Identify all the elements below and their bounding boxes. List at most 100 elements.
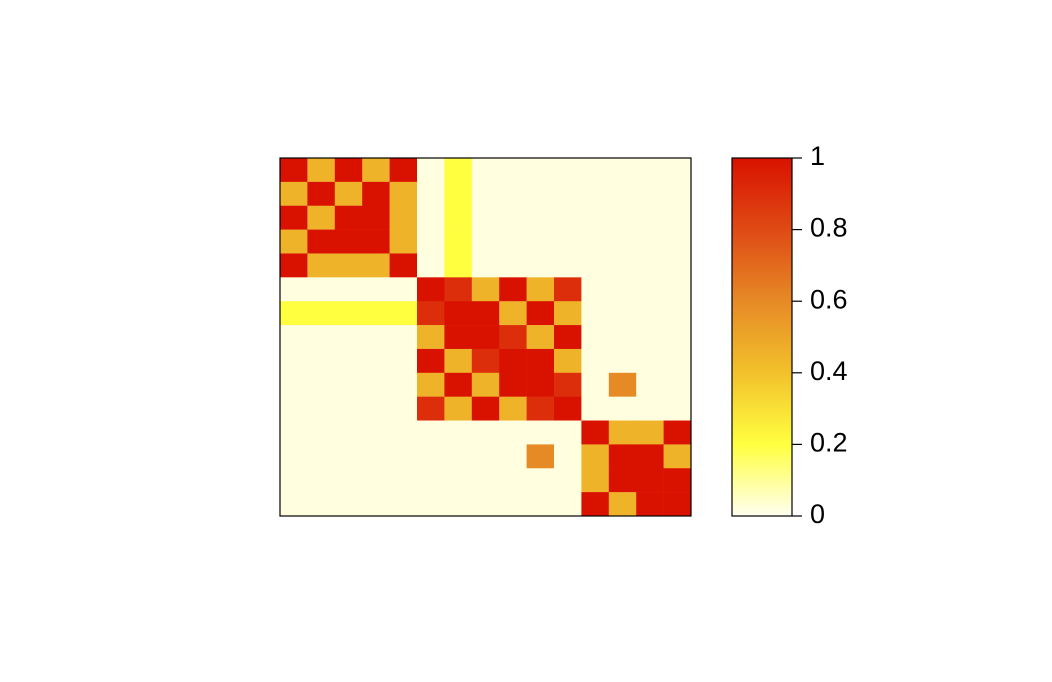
heatmap-cell (389, 158, 418, 183)
heatmap-cell (444, 229, 473, 254)
heatmap-cell (280, 325, 308, 350)
heatmap-cell (307, 396, 336, 421)
heatmap-cell (362, 158, 390, 183)
heatmap-cell (663, 253, 692, 278)
heatmap-cell (362, 181, 390, 207)
heatmap-cell (334, 229, 363, 254)
heatmap-cell (471, 253, 500, 278)
heatmap-cell (362, 277, 390, 302)
heatmap-cell (334, 253, 363, 278)
heatmap-cell (581, 396, 610, 421)
heatmap-cell (608, 301, 637, 326)
heatmap-cell (280, 205, 308, 230)
heatmap-cell (471, 325, 500, 350)
heatmap-cell (663, 396, 692, 421)
heatmap-cell (280, 396, 308, 421)
heatmap-cell (554, 229, 582, 254)
heatmap-cell (581, 229, 610, 254)
heatmap-cell (471, 444, 500, 469)
heatmap-cell (334, 348, 363, 374)
heatmap-cell (499, 372, 527, 397)
heatmap-cell (554, 277, 582, 302)
heatmap-cell (444, 253, 473, 278)
heatmap-cell (581, 348, 610, 374)
heatmap-cell (526, 468, 555, 493)
heatmap-cell (389, 301, 418, 326)
heatmap-cell (389, 229, 418, 254)
heatmap-cell (608, 158, 637, 183)
heatmap-cell (334, 181, 363, 207)
heatmap-cell (608, 181, 637, 207)
heatmap-cell (636, 492, 664, 517)
heatmap-cell (554, 468, 582, 493)
heatmap-cell (581, 205, 610, 230)
heatmap-cell (608, 229, 637, 254)
colorbar-tick-label: 0.2 (810, 428, 848, 458)
heatmap-cell (307, 158, 336, 183)
heatmap-cell (581, 277, 610, 302)
heatmap-cell (417, 158, 445, 183)
heatmap-cell (280, 229, 308, 254)
heatmap-cell (471, 492, 500, 517)
heatmap-cell (663, 492, 692, 517)
heatmap-cell (499, 325, 527, 350)
heatmap-cell (608, 372, 637, 397)
heatmap-cell (526, 492, 555, 517)
heatmap-cell (444, 205, 473, 230)
heatmap-cell (334, 468, 363, 493)
heatmap-cell (444, 492, 473, 517)
heatmap-cell (444, 181, 473, 207)
heatmap-cell (417, 420, 445, 445)
heatmap-cell (444, 468, 473, 493)
heatmap-cell (444, 396, 473, 421)
heatmap-cell (362, 205, 390, 230)
heatmap-cell (636, 372, 664, 397)
heatmap-cell (499, 301, 527, 326)
heatmap-cell (334, 325, 363, 350)
heatmap-cell (608, 325, 637, 350)
heatmap-cell (608, 396, 637, 421)
heatmap-cell (307, 253, 336, 278)
heatmap-cell (307, 348, 336, 374)
heatmap-cell (581, 420, 610, 445)
heatmap-cell (362, 325, 390, 350)
heatmap-cell (663, 325, 692, 350)
heatmap-cell (499, 468, 527, 493)
heatmap-cell (471, 205, 500, 230)
heatmap-cell (334, 444, 363, 469)
heatmap-cell (334, 301, 363, 326)
heatmap-cell (444, 420, 473, 445)
heatmap-cell (280, 468, 308, 493)
heatmap-cell (417, 253, 445, 278)
heatmap-cell (389, 205, 418, 230)
heatmap-cell (362, 229, 390, 254)
heatmap-cell (526, 229, 555, 254)
heatmap-cell (636, 229, 664, 254)
heatmap-cell (280, 253, 308, 278)
heatmap-cell (471, 277, 500, 302)
heatmap-cell (362, 468, 390, 493)
heatmap-cell (581, 468, 610, 493)
heatmap-cell (389, 492, 418, 517)
heatmap-cell (608, 348, 637, 374)
heatmap-cell (663, 372, 692, 397)
heatmap-cell (307, 277, 336, 302)
heatmap-cell (499, 420, 527, 445)
heatmap-cell (362, 420, 390, 445)
heatmap-cell (334, 372, 363, 397)
heatmap-cell (554, 420, 582, 445)
heatmap-cell (663, 181, 692, 207)
heatmap-cell (554, 205, 582, 230)
heatmap-cell (471, 468, 500, 493)
heatmap-cell (526, 301, 555, 326)
heatmap-cell (471, 158, 500, 183)
heatmap-cell (499, 396, 527, 421)
heatmap-cell (307, 181, 336, 207)
heatmap-cell (444, 372, 473, 397)
heatmap-cell (663, 301, 692, 326)
heatmap-cell (307, 372, 336, 397)
heatmap-cell (417, 372, 445, 397)
heatmap-cell (554, 253, 582, 278)
colorbar (731, 157, 793, 517)
